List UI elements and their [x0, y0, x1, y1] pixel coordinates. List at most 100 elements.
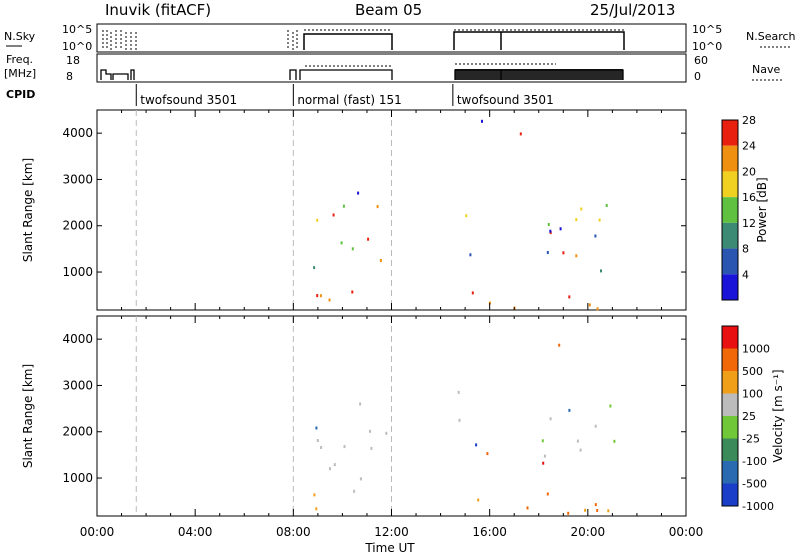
- echo-cell: [457, 390, 460, 394]
- cpid-modes: twofsound 3501 normal (fast) 151 twofsound…: [135, 84, 554, 107]
- echo-cell: [385, 431, 388, 435]
- freq-tick-top: 18: [66, 54, 80, 67]
- y-tick-label: 1000: [62, 265, 93, 279]
- echo-cell: [579, 448, 582, 452]
- echo-cell: [353, 489, 356, 493]
- colorbar-tick-label: 12: [742, 217, 756, 230]
- colorbar-swatch: [722, 274, 738, 300]
- colorbar-swatch: [722, 393, 738, 416]
- velocity-colorbar-label: Velocity [m s⁻¹]: [771, 369, 785, 462]
- echo-cell: [316, 439, 319, 442]
- mode-label: twofsound 3501: [140, 93, 237, 107]
- echo-cell: [328, 298, 331, 302]
- freq-panel: [96, 53, 687, 83]
- echo-cell: [568, 295, 571, 299]
- echo-cell: [607, 509, 610, 513]
- x-axis-label: Time UT: [364, 541, 415, 554]
- colorbar-frame: [721, 325, 739, 507]
- colorbar-swatch: [722, 461, 738, 484]
- cpid-label: CPID: [6, 88, 35, 101]
- y-tick-label: 2000: [62, 425, 93, 439]
- nsky-tick-bottom: 10^0: [62, 40, 92, 53]
- power-yticks: 1000 2000 3000 4000: [62, 126, 686, 279]
- echo-cell: [329, 467, 331, 471]
- echo-cell: [546, 492, 549, 496]
- colorbar-tick-label: 28: [742, 114, 756, 127]
- beam-title: Beam 05: [355, 1, 422, 19]
- echo-cell: [320, 446, 323, 449]
- nsky-label: N.Sky: [4, 30, 36, 43]
- power-colorbar: 4 8 12 16 20 24 28: [721, 114, 756, 301]
- colorbar-tick-label: -25: [742, 433, 760, 446]
- echo-cell: [477, 498, 480, 502]
- echo-cell: [575, 254, 578, 258]
- echo-cell: [600, 269, 602, 273]
- mode-label: normal (fast) 151: [297, 93, 401, 107]
- echo-cell: [333, 463, 336, 467]
- nsearch-label: N.Search: [746, 30, 796, 43]
- echo-cell: [369, 429, 371, 433]
- echo-cell: [469, 253, 472, 257]
- echo-cell: [379, 259, 382, 262]
- colorbar-tick-label: 8: [742, 243, 749, 256]
- nave-tick-bottom: 0: [694, 70, 701, 83]
- freq-label: Freq.: [6, 53, 33, 66]
- colorbar-swatch: [722, 326, 738, 349]
- x-tick-label: 04:00: [178, 525, 213, 539]
- y-tick-label: 4000: [62, 126, 93, 140]
- colorbar-swatch: [722, 120, 738, 146]
- y-tick-label: 4000: [62, 332, 93, 346]
- nave-label: Nave: [752, 63, 780, 76]
- y-tick-label: 3000: [62, 378, 93, 392]
- echo-cell: [596, 307, 599, 311]
- station-title: Inuvik (fitACF): [105, 1, 211, 19]
- echo-cell: [343, 445, 346, 449]
- echo-cell: [584, 508, 587, 512]
- echo-cell: [458, 418, 461, 422]
- colorbar-swatch: [722, 416, 738, 439]
- colorbar-swatch: [722, 222, 738, 249]
- echo-cell: [609, 404, 612, 408]
- colorbar-tick-label: 4: [742, 268, 749, 281]
- echo-cell: [594, 234, 597, 238]
- colorbar-swatch: [722, 438, 738, 461]
- echo-cell: [575, 218, 578, 222]
- echo-cell: [319, 294, 322, 298]
- colorbar-tick-label: 20: [742, 165, 756, 178]
- x-tick-label: 16:00: [472, 525, 507, 539]
- echo-cell: [313, 266, 316, 270]
- echo-cell: [519, 132, 522, 136]
- colorbar-tick-label: 25: [742, 410, 756, 423]
- echo-cell: [567, 511, 570, 515]
- colorbar-tick-label: 16: [742, 191, 756, 204]
- nsearch-tick-top: 10^5: [692, 23, 722, 36]
- nsky-trace: [102, 29, 625, 50]
- colorbar-swatch: [722, 171, 738, 198]
- velocity-xticks: [96, 316, 687, 516]
- echo-cell: [370, 446, 373, 450]
- echo-cell: [598, 218, 601, 222]
- echo-cell: [526, 506, 529, 510]
- freq-trace: [100, 63, 624, 80]
- echo-cell: [547, 223, 550, 226]
- colorbar-tick-label: 500: [742, 365, 763, 378]
- echo-cell: [562, 251, 565, 255]
- nsearch-tick-bottom: 10^0: [692, 40, 722, 53]
- freq-unit: [MHz]: [4, 67, 36, 80]
- nave-tick-top: 60: [694, 54, 708, 67]
- y-tick-label: 2000: [62, 219, 93, 233]
- y-tick-label: 3000: [62, 172, 93, 186]
- colorbar-tick-label: 24: [742, 140, 756, 153]
- power-ylabel: Slant Range [km]: [21, 158, 35, 262]
- echo-cell: [481, 119, 483, 123]
- colorbar-swatch: [722, 248, 738, 275]
- x-tick-label: 00:00: [669, 525, 704, 539]
- echo-cell: [351, 247, 354, 251]
- echo-cell: [576, 439, 579, 443]
- x-tick-label: 00:00: [80, 525, 115, 539]
- echo-cell: [594, 503, 597, 507]
- colorbar-swatch: [722, 371, 738, 394]
- colorbar-swatch: [722, 348, 738, 371]
- echo-cell: [359, 477, 362, 481]
